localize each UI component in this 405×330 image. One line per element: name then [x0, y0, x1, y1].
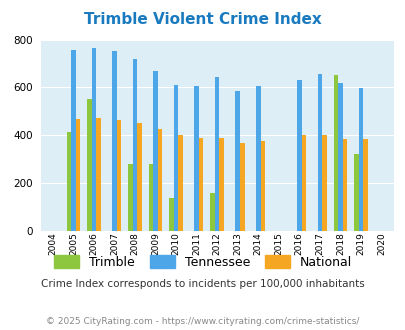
Bar — [137, 123, 141, 231]
Bar — [71, 50, 75, 231]
Bar — [260, 141, 264, 231]
Bar — [178, 135, 183, 231]
Bar — [158, 129, 162, 231]
Bar — [321, 135, 326, 231]
Text: Trimble Violent Crime Index: Trimble Violent Crime Index — [84, 12, 321, 26]
Bar — [87, 99, 92, 231]
Bar — [194, 86, 198, 231]
Bar — [296, 80, 301, 231]
Bar — [92, 49, 96, 231]
Bar — [342, 139, 346, 231]
Bar — [173, 85, 178, 231]
Bar — [353, 154, 358, 231]
Bar — [362, 139, 367, 231]
Bar — [214, 77, 219, 231]
Text: Crime Index corresponds to incidents per 100,000 inhabitants: Crime Index corresponds to incidents per… — [41, 279, 364, 289]
Bar — [219, 138, 224, 231]
Bar — [75, 119, 80, 231]
Bar — [149, 164, 153, 231]
Legend: Trimble, Tennessee, National: Trimble, Tennessee, National — [49, 250, 356, 274]
Bar — [153, 71, 158, 231]
Text: © 2025 CityRating.com - https://www.cityrating.com/crime-statistics/: © 2025 CityRating.com - https://www.city… — [46, 317, 359, 326]
Bar — [112, 51, 117, 231]
Bar — [235, 91, 239, 231]
Bar — [132, 59, 137, 231]
Bar — [117, 119, 121, 231]
Bar — [198, 138, 203, 231]
Bar — [169, 197, 173, 231]
Bar — [96, 118, 100, 231]
Bar — [256, 85, 260, 231]
Bar — [358, 88, 362, 231]
Bar — [66, 132, 71, 231]
Bar — [333, 76, 337, 231]
Bar — [301, 135, 305, 231]
Bar — [337, 83, 342, 231]
Bar — [317, 74, 321, 231]
Bar — [210, 193, 214, 231]
Bar — [239, 143, 244, 231]
Bar — [128, 164, 132, 231]
